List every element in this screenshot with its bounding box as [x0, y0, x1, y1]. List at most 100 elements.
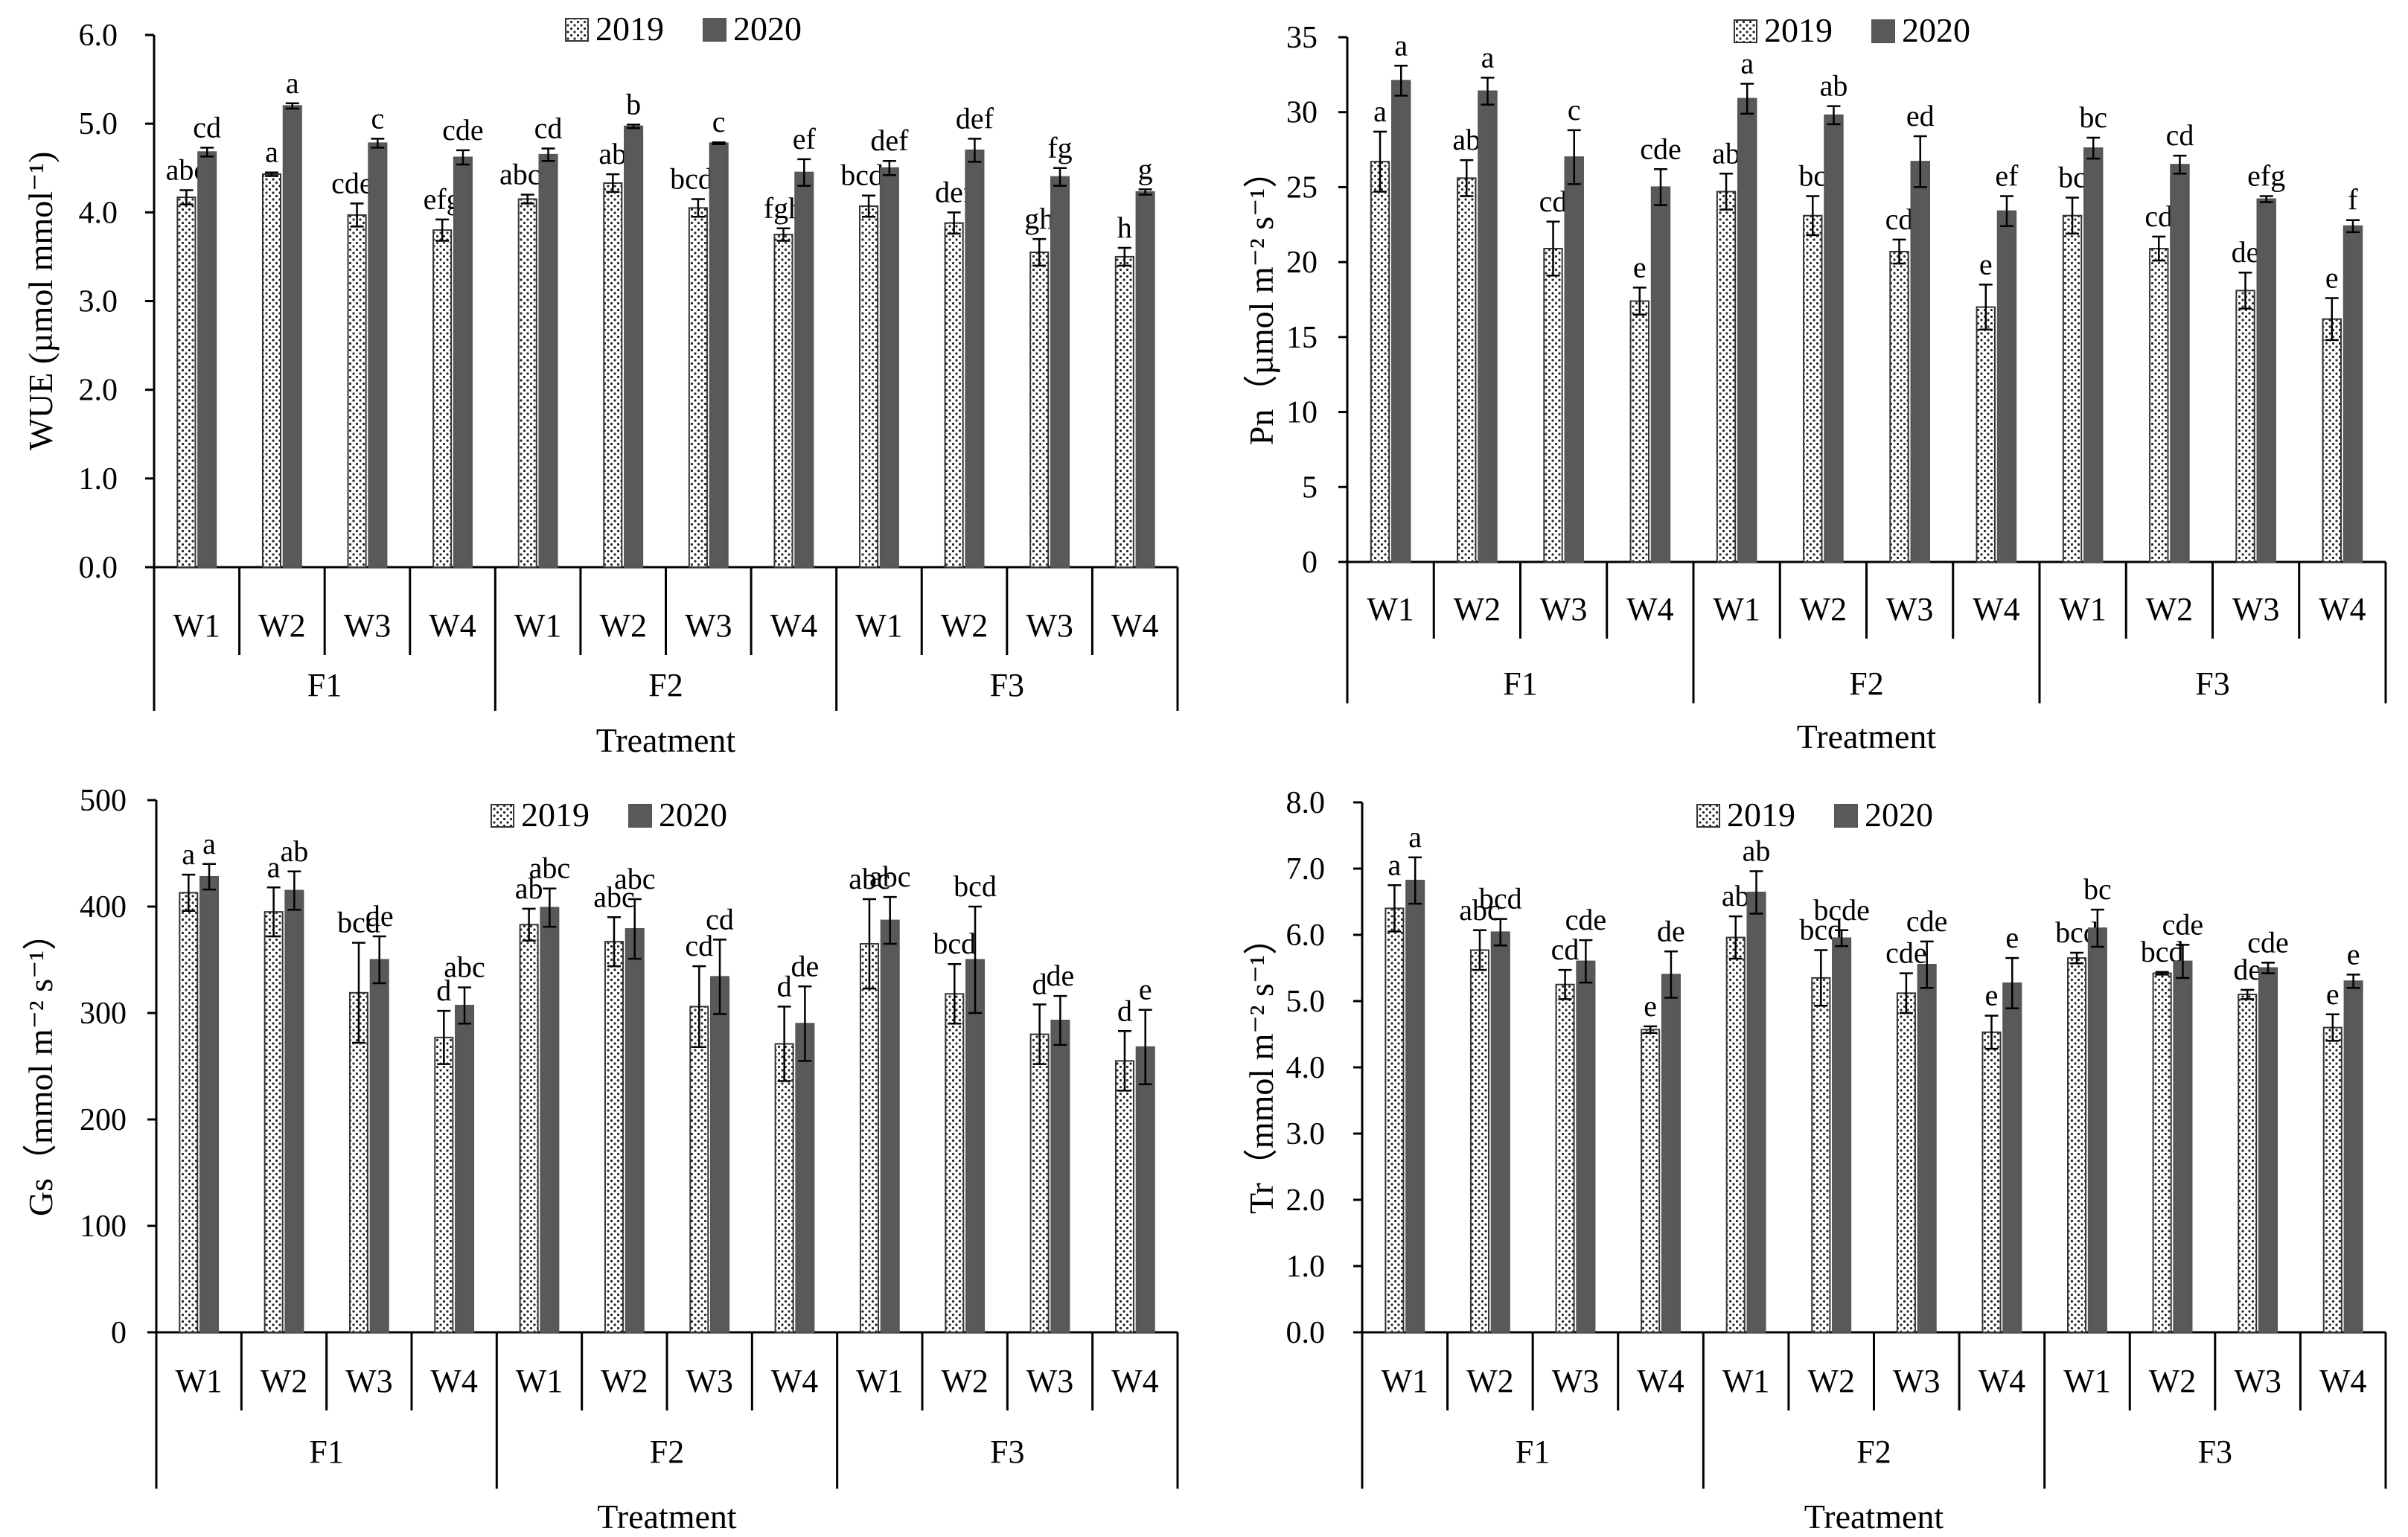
panel2-y-tick-label: 0 [1302, 546, 1318, 580]
panel2-bar-2019 [2149, 248, 2169, 563]
panel4-group-label: F1 [1516, 1434, 1550, 1470]
panel3-y-tick-label: 200 [80, 1103, 127, 1137]
panel3-bar-2019 [264, 911, 284, 1333]
panel1-bar-2020 [368, 142, 388, 568]
panel3-significance-label-2020: abc [529, 851, 571, 885]
panel3-significance-label-2019: d [777, 969, 792, 1003]
panel3-bar-2020 [284, 889, 304, 1334]
panel1-category-label: W2 [941, 607, 989, 644]
panel3-legend-swatch-2019 [491, 804, 514, 828]
panel2-bar-2020 [1478, 90, 1498, 563]
panel4-category-label: W3 [1552, 1363, 1600, 1399]
panel4-bar-2019 [1811, 977, 1831, 1333]
panel2-bar-2019 [1716, 191, 1737, 563]
panel1-bar-2020 [453, 156, 473, 568]
panel2-significance-label-2019: bc [1798, 159, 1827, 193]
panel2-category-label: W4 [1626, 591, 1674, 627]
panel1-y-tick-label: 6.0 [79, 19, 118, 53]
panel1-bar-2020 [1135, 191, 1155, 568]
panel4-bar-2019 [1981, 1031, 2002, 1333]
panel3-significance-label-2019: d [436, 974, 451, 1007]
panel3-category-label: W1 [175, 1363, 223, 1399]
panel1-bar-2019 [176, 196, 197, 568]
panel4-bar-2020 [2173, 960, 2193, 1333]
panel4-category-label: W2 [1466, 1363, 1514, 1399]
panel4-bar-2020 [2087, 927, 2107, 1333]
panel4-y-tick-label: 0.0 [1286, 1316, 1326, 1350]
panel2-significance-label-2019: a [1373, 95, 1387, 128]
panel3-category-label: W4 [430, 1363, 478, 1399]
panel4-y-tick-label: 2.0 [1286, 1183, 1326, 1218]
panel3-category-label: W4 [1111, 1363, 1159, 1399]
panel1-significance-label-2020: cde [442, 113, 484, 147]
panel1-significance-label-2019: ab [598, 137, 627, 170]
panel1-category-label: W2 [599, 607, 647, 644]
panel1-significance-label-2020: b [626, 87, 641, 121]
panel3-category-label: W4 [771, 1363, 819, 1399]
panel4-category-label: W1 [1382, 1363, 1429, 1399]
panel3-bar-2019 [774, 1043, 794, 1333]
panel2-category-label: W2 [1454, 591, 1501, 627]
panel2-x-axis-title: Treatment [1797, 718, 1937, 755]
panel2-significance-label-2019: cd [1885, 202, 1914, 236]
panel1-significance-label-2020: cd [193, 110, 221, 144]
panel4-y-tick-label: 8.0 [1286, 786, 1326, 820]
panel3-y-tick-label: 500 [80, 784, 127, 818]
panel2-significance-label-2019: bc [2058, 161, 2086, 194]
panel4-bar-2019 [2322, 1026, 2342, 1333]
panel1-significance-label-2020: cd [534, 112, 563, 145]
panel2-group-label: F3 [2195, 665, 2229, 702]
panel4-bar-2020 [2343, 980, 2363, 1334]
panel3-significance-label-2019: bcd [933, 927, 976, 960]
panel4-bar-2019 [1641, 1029, 1661, 1334]
panel2-y-tick-label: 15 [1286, 321, 1318, 355]
panel3-category-label: W2 [261, 1363, 308, 1399]
panel2-category-label: W1 [1713, 591, 1760, 627]
panel4-significance-label-2019: a [1388, 848, 1402, 881]
panel1-significance-label-2019: a [265, 135, 278, 169]
panel4-significance-label-2020: cde [2247, 925, 2289, 959]
panel2-legend-label: 2019 [1764, 11, 1833, 49]
panel1-y-tick-label: 5.0 [79, 107, 118, 141]
panel4-bar-2019 [2238, 994, 2258, 1333]
panel3-y-axis-title: Gs（mmol m⁻² s⁻¹） [22, 916, 60, 1216]
panel4-bar-2020 [1832, 937, 1852, 1333]
panel3-significance-label-2020: e [1139, 973, 1152, 1006]
panel3-significance-label-2020: de [791, 949, 819, 982]
panel1-bar-2019 [859, 205, 879, 568]
panel2-y-tick-label: 30 [1286, 96, 1318, 130]
panel2-group-label: F1 [1503, 665, 1537, 702]
panel2-category-label: W1 [1367, 591, 1414, 627]
panel2-significance-label-2020: ab [1820, 69, 1848, 103]
panel4-significance-label-2020: bcd [1479, 882, 1522, 916]
panel1-bar-2019 [1114, 255, 1134, 568]
panel2-bar-2019 [1976, 306, 1996, 563]
panel4-bar-2019 [1896, 992, 1916, 1333]
panel4-significance-label-2020: cde [2162, 907, 2204, 941]
panel1-y-tick-label: 4.0 [79, 196, 118, 230]
panel4-bar-2020 [1576, 960, 1596, 1333]
panel3-y-tick-label: 0 [111, 1316, 127, 1350]
panel2-bar-2019 [1457, 177, 1477, 563]
panel1-bar-2019 [603, 182, 623, 568]
panel2-bar-2019 [2062, 214, 2083, 563]
panel1-legend-label: 2020 [733, 10, 802, 48]
panel3-bar-2020 [880, 919, 900, 1333]
panel1-bar-2019 [517, 198, 537, 568]
panel3-bar-2019 [1114, 1060, 1134, 1333]
panel2-bar-2019 [2322, 318, 2342, 563]
panel3-legend-label: 2019 [521, 796, 590, 834]
panel2-bar-2020 [2342, 225, 2363, 563]
panel1-significance-label-2020: c [371, 101, 384, 135]
panel4-significance-label-2020: de [1657, 914, 1685, 948]
panel2-significance-label-2020: a [1740, 46, 1754, 80]
panel2-y-tick-label: 35 [1286, 21, 1318, 55]
panel3-significance-label-2019: abc [849, 862, 890, 895]
panel4-bar-2019 [1555, 983, 1575, 1333]
panel2-significance-label-2019: cd [2144, 199, 2173, 233]
panel1-significance-label-2020: fg [1047, 131, 1072, 164]
panel3-significance-label-2020: abc [614, 862, 656, 895]
panel4-category-label: W2 [2149, 1363, 2197, 1399]
panel2-significance-label-2019: e [1979, 247, 1993, 281]
panel4-category-label: W2 [1807, 1363, 1855, 1399]
